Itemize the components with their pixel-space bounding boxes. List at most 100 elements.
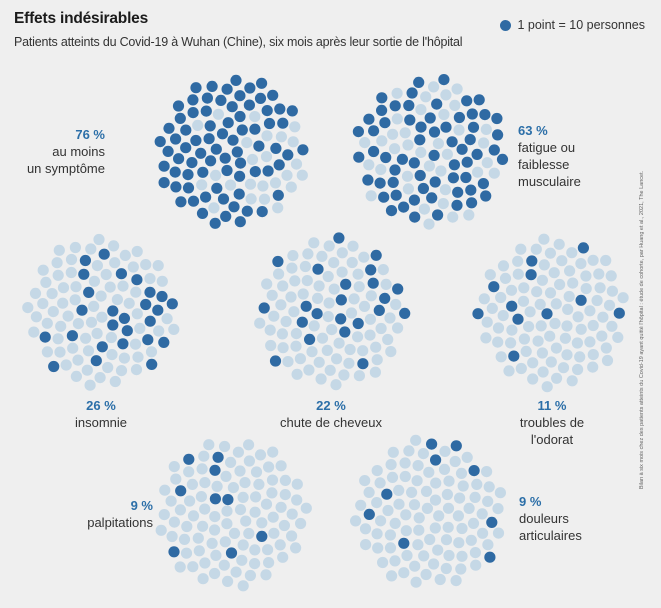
dot-affected (158, 160, 170, 172)
dot (386, 471, 399, 483)
dot (67, 342, 79, 354)
dot-affected (39, 331, 51, 343)
dot (503, 365, 515, 377)
dot (51, 257, 63, 269)
dot (187, 561, 199, 573)
dot (423, 160, 435, 172)
dot (289, 275, 301, 287)
dot-affected (451, 199, 463, 211)
dot-affected (408, 157, 420, 169)
dot (106, 349, 118, 361)
dot (40, 276, 52, 288)
dot-affected (234, 110, 246, 123)
dot (398, 567, 410, 579)
dot (532, 335, 544, 347)
dot (117, 280, 129, 292)
dot-affected (438, 74, 450, 86)
dot (467, 517, 480, 530)
dot (497, 260, 510, 272)
dot (328, 257, 340, 269)
dot (181, 520, 193, 533)
dot-affected (146, 358, 158, 370)
dot-affected (456, 143, 468, 155)
dot-affected (430, 454, 442, 466)
dot (442, 502, 455, 514)
dot-affected (452, 186, 464, 198)
dot-affected (467, 121, 480, 133)
dot (482, 495, 494, 507)
dot (266, 474, 279, 486)
dot (321, 344, 333, 356)
dot (72, 354, 84, 366)
dot-affected (450, 440, 462, 452)
dot (359, 475, 371, 487)
dot (316, 332, 329, 344)
dot (269, 177, 282, 189)
dot (537, 366, 549, 378)
dot (30, 311, 42, 323)
dot (550, 298, 562, 310)
dot (531, 286, 543, 298)
dot (273, 268, 285, 280)
dot (359, 137, 371, 149)
dot (544, 330, 556, 342)
category-label: au moins un symptôme (26, 144, 105, 176)
dot-affected (480, 190, 492, 202)
dot-affected (488, 144, 500, 156)
dot (441, 488, 453, 501)
dot (257, 180, 269, 192)
category-label: chute de cheveux (280, 415, 382, 430)
dot-affected (477, 178, 489, 190)
dot-affected (577, 242, 590, 254)
dot (534, 298, 546, 310)
dot (439, 445, 451, 457)
dot (596, 330, 608, 342)
dot-affected (115, 268, 127, 280)
dot (239, 477, 251, 489)
dot-affected (297, 144, 309, 156)
dot (348, 293, 360, 305)
dot (391, 87, 403, 99)
dot (290, 328, 302, 340)
dot (286, 262, 298, 274)
dot (518, 333, 531, 345)
dot (492, 527, 505, 539)
dot (375, 163, 387, 176)
dot (330, 379, 342, 391)
dot (212, 108, 224, 120)
dot (440, 534, 453, 546)
dot (617, 292, 629, 304)
dot-affected (249, 166, 261, 178)
dot (196, 179, 208, 191)
dot (60, 359, 72, 371)
dot (94, 372, 106, 384)
dot-affected (215, 94, 227, 106)
dot-affected (107, 319, 119, 331)
dot (454, 492, 466, 504)
dot (399, 127, 411, 139)
category-label: palpitations (87, 515, 153, 530)
dot (544, 247, 557, 259)
dot (232, 446, 244, 458)
dot-affected (399, 307, 411, 319)
dot (369, 366, 381, 378)
dot (549, 317, 561, 330)
dot (208, 202, 220, 214)
dot-affected (117, 338, 129, 350)
dot (429, 494, 442, 506)
dot (530, 243, 542, 255)
dot (119, 249, 131, 261)
dot-affected (256, 530, 268, 543)
dot (597, 311, 609, 323)
dot-affected (211, 182, 223, 194)
dot (382, 333, 394, 346)
dot (524, 306, 536, 318)
dot (102, 361, 114, 374)
dot (571, 337, 584, 349)
dot-affected (234, 157, 247, 169)
dot (323, 240, 335, 252)
dot (401, 549, 413, 562)
dot-affected (174, 112, 186, 124)
dot-affected (205, 155, 217, 167)
dot (593, 268, 605, 280)
